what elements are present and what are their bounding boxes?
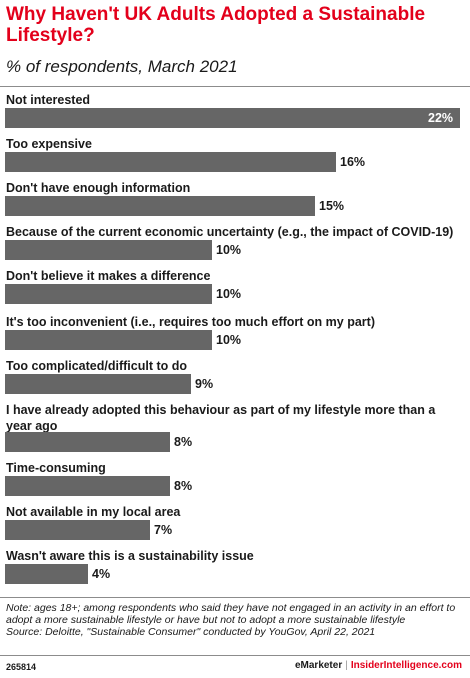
bar bbox=[5, 152, 336, 172]
bar bbox=[5, 240, 212, 260]
bar bbox=[5, 196, 315, 216]
category-label: Don't believe it makes a difference bbox=[6, 269, 211, 283]
bar bbox=[5, 476, 170, 496]
brand-separator: | bbox=[345, 660, 348, 671]
bar bbox=[5, 432, 170, 452]
bar-value-label: 10% bbox=[216, 333, 242, 347]
category-label: Too complicated/difficult to do bbox=[6, 359, 188, 373]
brand-footer: eMarketer | InsiderIntelligence.com bbox=[295, 660, 462, 672]
category-label: Don't have enough information bbox=[6, 181, 191, 195]
category-label: I have already adopted this behaviour as… bbox=[6, 403, 436, 433]
bar-value-label: 15% bbox=[319, 199, 345, 213]
bar-value-label: 22% bbox=[428, 111, 454, 125]
category-label: Not available in my local area bbox=[6, 505, 181, 519]
bar-value-label: 10% bbox=[216, 287, 242, 301]
bar-value-label: 9% bbox=[195, 377, 214, 391]
category-label: Time-consuming bbox=[6, 461, 106, 475]
insider-intelligence-brand: InsiderIntelligence.com bbox=[350, 660, 462, 671]
category-label: Too expensive bbox=[6, 137, 92, 151]
bar-value-label: 7% bbox=[154, 523, 173, 537]
emarketer-brand: eMarketer bbox=[294, 660, 343, 671]
bar-value-label: 10% bbox=[216, 243, 242, 257]
category-label: It's too inconvenient (i.e., requires to… bbox=[6, 315, 375, 329]
bar bbox=[5, 520, 150, 540]
top-divider bbox=[0, 86, 470, 87]
category-label: Wasn't aware this is a sustainability is… bbox=[6, 549, 254, 563]
category-label: Because of the current economic uncertai… bbox=[6, 225, 454, 239]
chart-subtitle: % of respondents, March 2021 bbox=[6, 57, 238, 76]
bar bbox=[5, 374, 191, 394]
bar-value-label: 4% bbox=[92, 567, 111, 581]
chart-title: Why Haven't UK Adults Adopted a Sustaina… bbox=[6, 4, 426, 46]
bar-value-label: 16% bbox=[340, 155, 366, 169]
bar-value-label: 8% bbox=[174, 435, 193, 449]
source-text: Source: Deloitte, "Sustainable Consumer"… bbox=[6, 626, 376, 638]
note-text: Note: ages 18+; among respondents who sa… bbox=[6, 602, 456, 626]
bar bbox=[5, 330, 212, 350]
bar-value-label: 8% bbox=[174, 479, 193, 493]
bar bbox=[5, 284, 212, 304]
chart-id: 265814 bbox=[6, 662, 37, 672]
footer-divider bbox=[0, 655, 470, 656]
bottom-divider bbox=[0, 597, 470, 598]
chart-notes: Note: ages 18+; among respondents who sa… bbox=[6, 602, 464, 638]
category-label: Not interested bbox=[6, 93, 91, 107]
bar bbox=[5, 108, 460, 128]
bar bbox=[5, 564, 88, 584]
